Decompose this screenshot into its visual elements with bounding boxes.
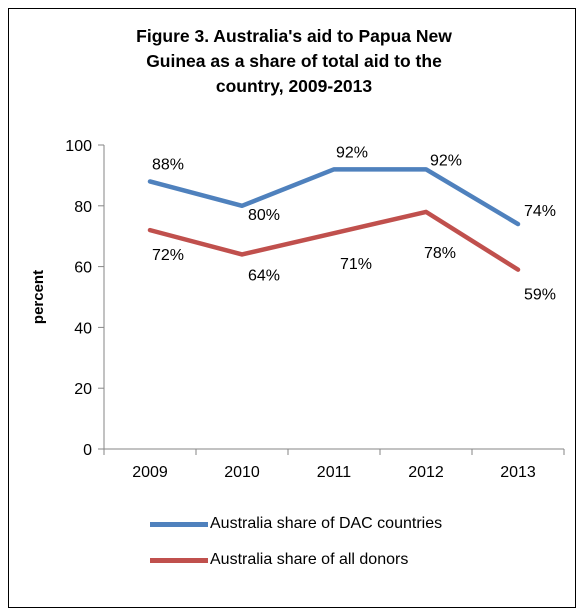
x-tick-label: 2009 bbox=[132, 464, 168, 481]
legend-item-dac: Australia share of DAC countries bbox=[150, 510, 442, 538]
data-label-all-donors: 71% bbox=[340, 256, 372, 273]
y-tick-label: 20 bbox=[74, 381, 92, 398]
data-label-dac: 80% bbox=[248, 207, 280, 224]
y-tick-label: 0 bbox=[83, 442, 92, 459]
x-tick-label: 2010 bbox=[224, 464, 260, 481]
data-label-all-donors: 72% bbox=[152, 247, 184, 264]
y-tick-label: 40 bbox=[74, 320, 92, 337]
data-label-dac: 92% bbox=[430, 152, 462, 169]
legend-label-dac: Australia share of DAC countries bbox=[210, 515, 443, 532]
data-label-all-donors: 64% bbox=[248, 267, 280, 284]
axes: 0 20 40 60 80 100 2009 2010 2011 2012 2013 percent bbox=[30, 138, 565, 481]
legend: Australia share of DAC countries Austral… bbox=[150, 510, 442, 582]
data-label-dac: 88% bbox=[152, 156, 184, 173]
y-tick-label: 80 bbox=[74, 199, 92, 216]
x-tick-label: 2012 bbox=[408, 464, 444, 481]
series-line-dac bbox=[147, 167, 521, 227]
series-line-all-donors bbox=[147, 209, 521, 272]
data-label-dac: 74% bbox=[524, 203, 556, 220]
chart-title-line-1: Figure 3. Australia's aid to Papua New bbox=[136, 26, 452, 46]
legend-swatch-dac bbox=[150, 521, 208, 527]
legend-item-all: Australia share of all donors bbox=[150, 546, 442, 574]
data-label-all-donors: 78% bbox=[424, 245, 456, 262]
chart-frame bbox=[8, 8, 576, 608]
chart-title: Figure 3. Australia's aid to Papua New G… bbox=[0, 24, 588, 99]
data-label-all-donors: 59% bbox=[524, 287, 556, 304]
chart-title-line-3: country, 2009-2013 bbox=[215, 76, 373, 96]
data-label-dac: 92% bbox=[336, 144, 368, 161]
y-axis-title: percent bbox=[30, 270, 47, 324]
y-tick-label: 60 bbox=[74, 260, 92, 277]
series-layer bbox=[147, 167, 521, 272]
chart-title-line-2: Guinea as a share of total aid to the bbox=[146, 51, 442, 71]
x-tick-label: 2011 bbox=[317, 464, 352, 481]
legend-swatch-all bbox=[150, 557, 208, 563]
data-labels: 88% 80% 92% 92% 74% 72% 64% 71% 78% 59% bbox=[152, 144, 556, 303]
x-tick-label: 2013 bbox=[500, 464, 536, 481]
legend-label-all: Australia share of all donors bbox=[210, 551, 409, 568]
y-tick-label: 100 bbox=[65, 138, 92, 155]
